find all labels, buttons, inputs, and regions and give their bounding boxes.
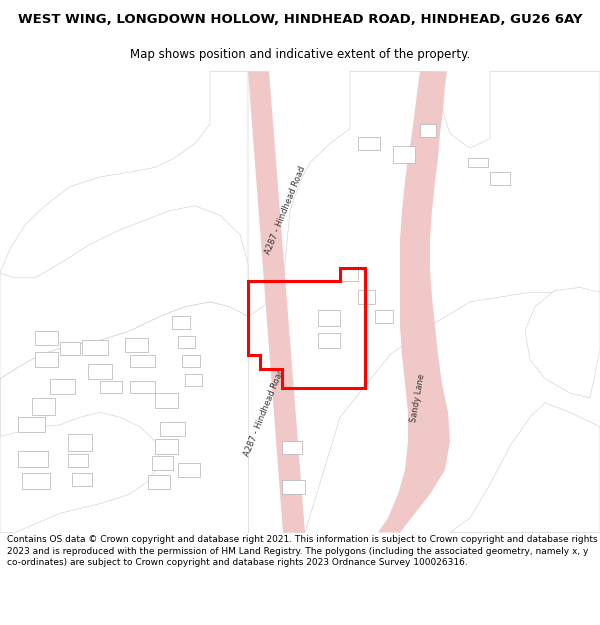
Text: Contains OS data © Crown copyright and database right 2021. This information is : Contains OS data © Crown copyright and d… xyxy=(7,535,598,567)
Polygon shape xyxy=(178,463,200,477)
Polygon shape xyxy=(88,364,112,379)
Polygon shape xyxy=(282,479,305,494)
Polygon shape xyxy=(72,473,92,486)
Polygon shape xyxy=(130,355,155,367)
Polygon shape xyxy=(18,451,48,467)
Polygon shape xyxy=(182,355,200,367)
Text: Map shows position and indicative extent of the property.: Map shows position and indicative extent… xyxy=(130,48,470,61)
Polygon shape xyxy=(318,332,340,348)
Polygon shape xyxy=(340,268,358,281)
Polygon shape xyxy=(0,71,248,532)
Polygon shape xyxy=(248,71,305,532)
Polygon shape xyxy=(125,338,148,352)
Polygon shape xyxy=(50,379,75,394)
Polygon shape xyxy=(152,456,173,470)
Polygon shape xyxy=(375,309,393,323)
Polygon shape xyxy=(32,398,55,415)
Polygon shape xyxy=(375,71,450,532)
Polygon shape xyxy=(0,412,160,532)
Polygon shape xyxy=(18,418,45,432)
Text: A287 - Hindhead Road: A287 - Hindhead Road xyxy=(242,367,286,458)
Polygon shape xyxy=(35,352,58,367)
Polygon shape xyxy=(282,441,302,454)
Text: A287 - Hindhead Road: A287 - Hindhead Road xyxy=(263,165,307,256)
Polygon shape xyxy=(22,473,50,489)
Polygon shape xyxy=(155,393,178,408)
Polygon shape xyxy=(450,402,600,532)
Polygon shape xyxy=(172,316,190,329)
Polygon shape xyxy=(130,381,155,393)
Polygon shape xyxy=(525,288,600,398)
Polygon shape xyxy=(178,336,195,348)
Polygon shape xyxy=(68,434,92,451)
Polygon shape xyxy=(358,137,380,150)
Polygon shape xyxy=(490,172,510,184)
Polygon shape xyxy=(82,340,108,355)
Polygon shape xyxy=(468,158,488,168)
Polygon shape xyxy=(318,309,340,326)
Text: WEST WING, LONGDOWN HOLLOW, HINDHEAD ROAD, HINDHEAD, GU26 6AY: WEST WING, LONGDOWN HOLLOW, HINDHEAD ROA… xyxy=(18,14,582,26)
Polygon shape xyxy=(248,292,283,532)
Polygon shape xyxy=(148,475,170,489)
Polygon shape xyxy=(68,454,88,467)
Polygon shape xyxy=(185,374,202,386)
Polygon shape xyxy=(35,331,58,345)
Text: Sandy Lane: Sandy Lane xyxy=(409,373,427,423)
Polygon shape xyxy=(283,71,600,532)
Polygon shape xyxy=(160,422,185,436)
Polygon shape xyxy=(155,439,178,454)
Polygon shape xyxy=(60,342,80,355)
Polygon shape xyxy=(393,146,415,162)
Polygon shape xyxy=(420,124,436,137)
Polygon shape xyxy=(0,206,248,379)
Polygon shape xyxy=(358,291,375,304)
Polygon shape xyxy=(100,381,122,393)
